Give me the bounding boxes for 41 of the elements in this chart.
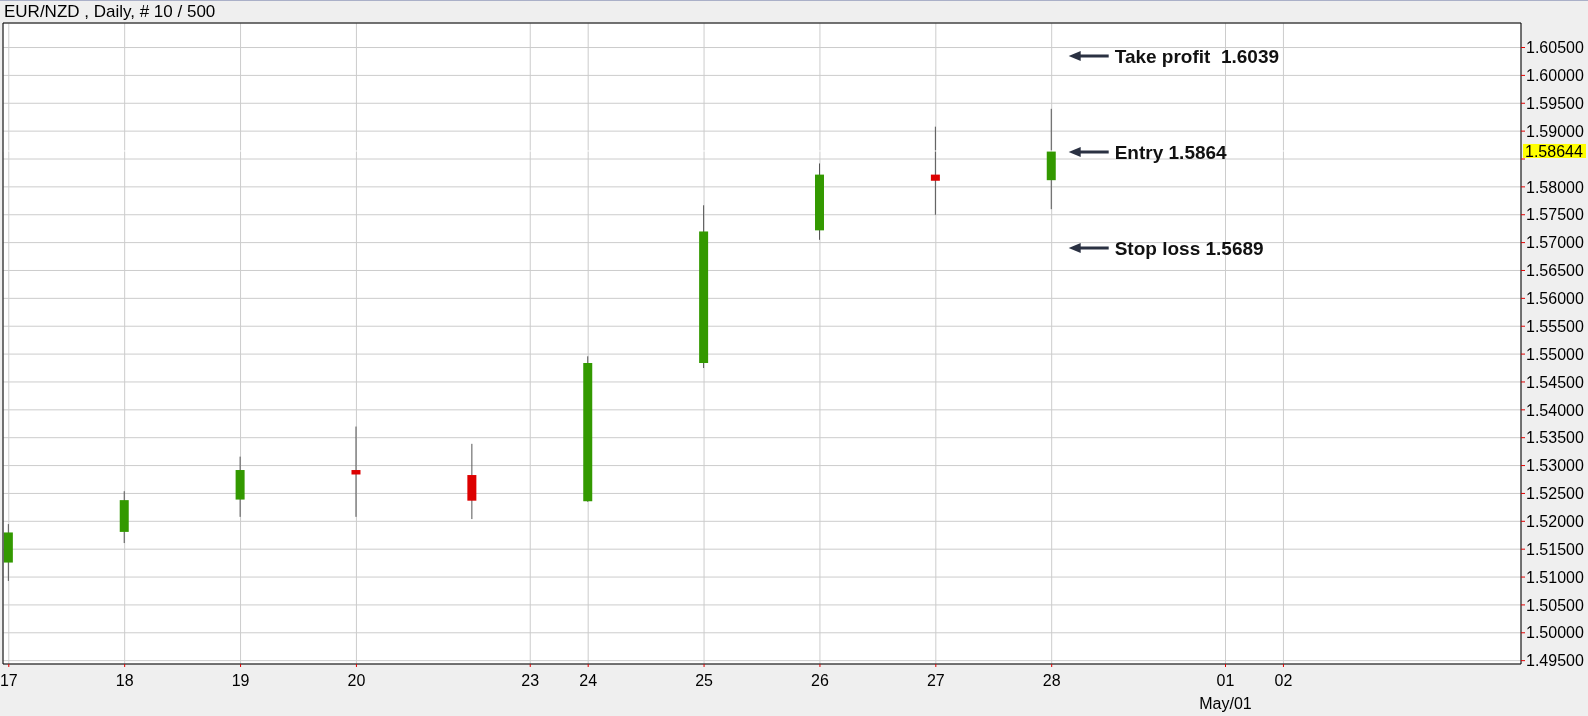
y-tick-label: 1.60500 — [1526, 39, 1584, 57]
y-tick-label: 1.50000 — [1526, 624, 1584, 642]
y-tick-label: 1.57000 — [1526, 234, 1584, 252]
candlestick — [930, 126, 940, 216]
y-tick-label: 1.54500 — [1526, 373, 1584, 391]
y-tick-label: 1.56000 — [1526, 290, 1584, 308]
chart-title: EUR/NZD , Daily, # 10 / 500 — [4, 2, 216, 22]
x-tick-label: 20 — [347, 672, 366, 690]
x-tick-label: 18 — [115, 672, 134, 690]
x-tick-label: 25 — [695, 672, 714, 690]
y-tick-label: 1.56500 — [1526, 262, 1584, 280]
ref-line-label: 1.58644 — [1525, 142, 1583, 160]
y-tick-label: 1.50500 — [1526, 596, 1584, 614]
y-tick-label: 1.51500 — [1526, 540, 1584, 558]
y-tick-label: 1.53500 — [1526, 429, 1584, 447]
y-tick-label: 1.58000 — [1526, 178, 1584, 196]
x-tick-label: 17 — [0, 672, 18, 690]
x-tick-label: 26 — [811, 672, 829, 690]
y-tick-label: 1.52000 — [1526, 512, 1584, 530]
annotation: Entry 1.5864 — [1114, 141, 1228, 163]
y-tick-label: 1.57500 — [1526, 206, 1584, 224]
y-tick-label: 1.51000 — [1526, 568, 1584, 586]
x-tick-label: 24 — [579, 672, 598, 690]
y-tick-label: 1.55000 — [1526, 345, 1584, 363]
x-tick-label: 01 May/01 — [1199, 672, 1252, 712]
x-tick-label: 19 — [231, 672, 250, 690]
y-tick-label: 1.54000 — [1526, 401, 1584, 419]
x-tick-label: 28 — [1042, 672, 1061, 690]
x-tick-label: 27 — [926, 672, 945, 690]
y-tick-label: 1.53000 — [1526, 457, 1584, 475]
y-tick-label: 1.59500 — [1526, 94, 1584, 112]
annotation: Take profit 1.6039 — [1114, 45, 1280, 67]
x-tick-label: 02 — [1274, 672, 1293, 690]
x-tick-label: 23 — [521, 672, 540, 690]
y-tick-label: 1.59000 — [1526, 122, 1584, 140]
annotation: Stop loss 1.5689 — [1114, 237, 1264, 259]
y-tick-label: 1.55500 — [1526, 317, 1584, 335]
y-tick-label: 1.52500 — [1526, 485, 1584, 503]
candlestick — [351, 426, 361, 518]
y-tick-label: 1.49500 — [1526, 652, 1584, 670]
y-tick-label: 1.60000 — [1526, 67, 1584, 85]
